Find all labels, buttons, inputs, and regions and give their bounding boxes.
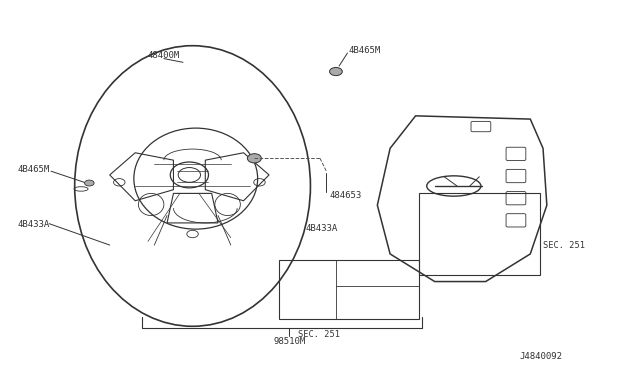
Text: SEC. 251: SEC. 251 [298, 330, 340, 339]
Text: J4840092: J4840092 [519, 352, 562, 361]
Ellipse shape [247, 154, 261, 163]
Text: 98510M: 98510M [273, 337, 305, 346]
Text: 4B433A: 4B433A [305, 224, 337, 233]
Text: 4B465M: 4B465M [349, 46, 381, 55]
Text: 4B433A: 4B433A [17, 220, 49, 229]
Bar [278, 260, 419, 319]
Text: 4B465M: 4B465M [17, 165, 49, 174]
Text: SEC. 251: SEC. 251 [543, 241, 585, 250]
Bar [419, 193, 540, 275]
Text: 48400M: 48400M [148, 51, 180, 60]
Text: 484653: 484653 [330, 191, 362, 200]
Ellipse shape [330, 67, 342, 76]
Ellipse shape [84, 180, 94, 186]
